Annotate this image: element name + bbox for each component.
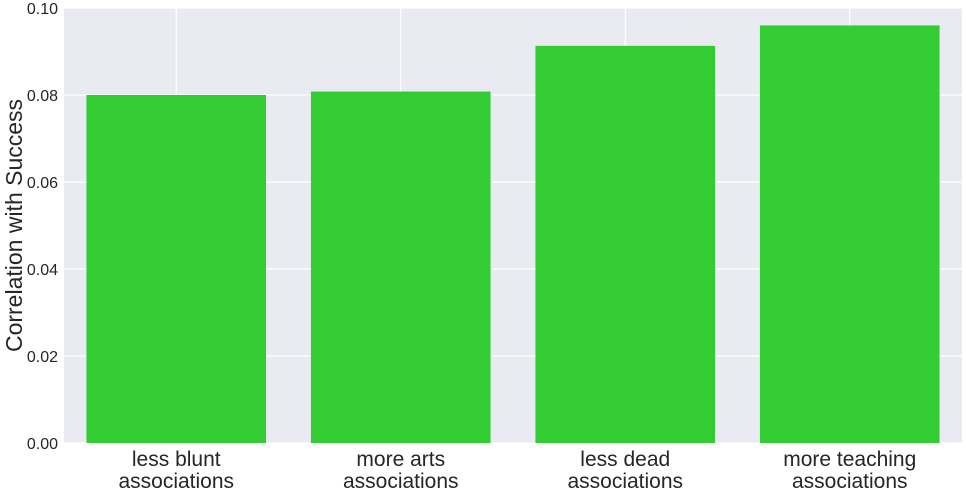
x-tick-label-line: more teaching (783, 448, 916, 471)
bar-more-teaching-associations (760, 25, 940, 443)
x-tick-label-line: less dead (580, 448, 670, 471)
y-tick-label: 0.02 (27, 349, 58, 366)
x-tick-label: more teaching associations (783, 448, 916, 493)
y-axis-label: Correlation with Success (1, 99, 27, 352)
bar-more-arts-associations (311, 92, 491, 443)
bar-less-blunt-associations (86, 95, 266, 443)
y-tick-label: 0.06 (27, 175, 58, 192)
y-tick-label: 0.04 (27, 262, 58, 279)
bar-less-dead-associations (535, 46, 715, 443)
x-tick-label: less dead associations (567, 448, 683, 493)
y-tick-label: 0.00 (27, 436, 58, 453)
x-tick-label-line: associations (567, 470, 683, 493)
y-axis-ticks: 0.00 0.02 0.04 0.06 0.08 0.10 (27, 1, 58, 453)
x-tick-label-line: less blunt (132, 448, 221, 471)
x-tick-label: less blunt associations (118, 448, 234, 493)
x-tick-label-line: associations (792, 470, 908, 493)
y-tick-label: 0.10 (27, 1, 58, 18)
y-tick-label: 0.08 (27, 88, 58, 105)
x-tick-label: more arts associations (343, 448, 459, 493)
x-tick-label-line: more arts (356, 448, 445, 471)
x-tick-label-line: associations (118, 470, 234, 493)
x-tick-label-line: associations (343, 470, 459, 493)
